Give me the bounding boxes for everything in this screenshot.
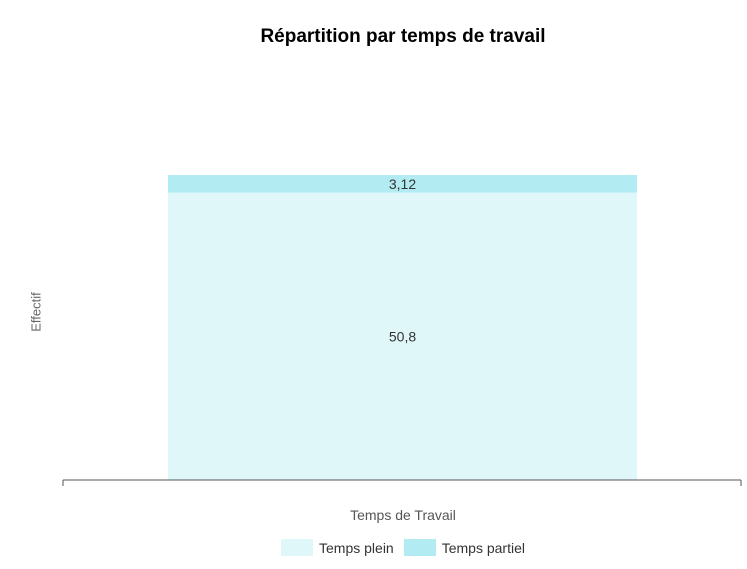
legend: Temps plein Temps partiel xyxy=(0,539,747,556)
chart-title: Répartition par temps de travail xyxy=(260,26,546,47)
legend-item-temps-plein[interactable]: Temps plein xyxy=(281,539,394,556)
bars-layer xyxy=(168,175,637,480)
bar-segment-temps-partiel[interactable] xyxy=(168,175,637,193)
chart-plot-area: 50,8 3,12 xyxy=(62,175,742,486)
data-label-temps-plein: 50,8 xyxy=(389,328,416,344)
legend-swatch-temps-partiel xyxy=(403,539,436,556)
legend-item-temps-partiel[interactable]: Temps partiel xyxy=(403,539,525,556)
bar-segment-temps-plein[interactable] xyxy=(168,192,637,480)
legend-swatch-temps-plein xyxy=(281,539,314,556)
data-labels-layer: 50,8 3,12 xyxy=(389,176,416,345)
legend-label-temps-plein: Temps plein xyxy=(319,539,394,556)
legend-label-temps-partiel: Temps partiel xyxy=(441,539,525,556)
x-axis-title: Temps de Travail xyxy=(350,507,456,523)
data-label-temps-partiel: 3,12 xyxy=(389,176,416,192)
